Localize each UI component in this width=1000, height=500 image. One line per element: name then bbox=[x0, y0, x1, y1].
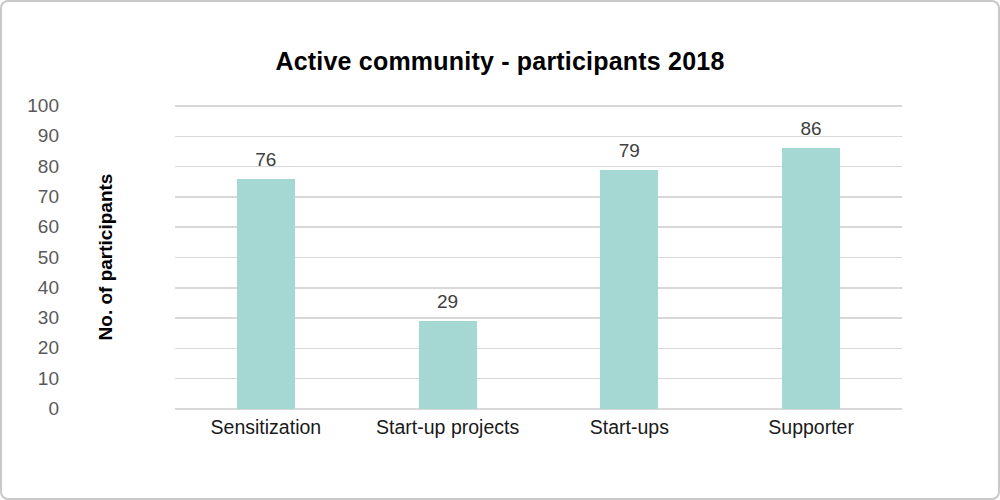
y-tick-label: 70 bbox=[38, 186, 59, 208]
y-tick-label: 50 bbox=[38, 247, 59, 269]
bar-value-label: 79 bbox=[619, 140, 640, 162]
bar bbox=[237, 179, 295, 409]
gridline bbox=[175, 136, 902, 138]
category-label: Supporter bbox=[768, 416, 854, 439]
bar-value-label: 29 bbox=[437, 291, 458, 313]
bar bbox=[600, 170, 658, 409]
category-label: Start-up projects bbox=[376, 416, 519, 439]
y-tick-label: 20 bbox=[38, 337, 59, 359]
chart-title: Active community - participants 2018 bbox=[2, 47, 998, 76]
category-label: Start-ups bbox=[590, 416, 669, 439]
category-label: Sensitization bbox=[211, 416, 322, 439]
y-tick-label: 10 bbox=[38, 368, 59, 390]
y-tick-label: 80 bbox=[38, 156, 59, 178]
bar bbox=[782, 148, 840, 409]
y-tick-label: 30 bbox=[38, 307, 59, 329]
bar bbox=[419, 321, 477, 409]
gridline bbox=[175, 105, 902, 107]
bar-value-label: 76 bbox=[255, 149, 276, 171]
bar-value-label: 86 bbox=[801, 118, 822, 140]
y-axis-title: No. of participants bbox=[95, 174, 117, 341]
chart-frame: Active community - participants 2018 No.… bbox=[0, 0, 1000, 500]
plot-area: 010203040506070809010076297986 bbox=[175, 106, 902, 409]
y-tick-label: 60 bbox=[38, 216, 59, 238]
y-tick-label: 0 bbox=[48, 398, 59, 420]
y-tick-label: 90 bbox=[38, 125, 59, 147]
y-tick-label: 40 bbox=[38, 277, 59, 299]
y-tick-label: 100 bbox=[27, 95, 59, 117]
x-axis-labels: Sensitization Start-up projects Start-ups S… bbox=[175, 416, 902, 446]
